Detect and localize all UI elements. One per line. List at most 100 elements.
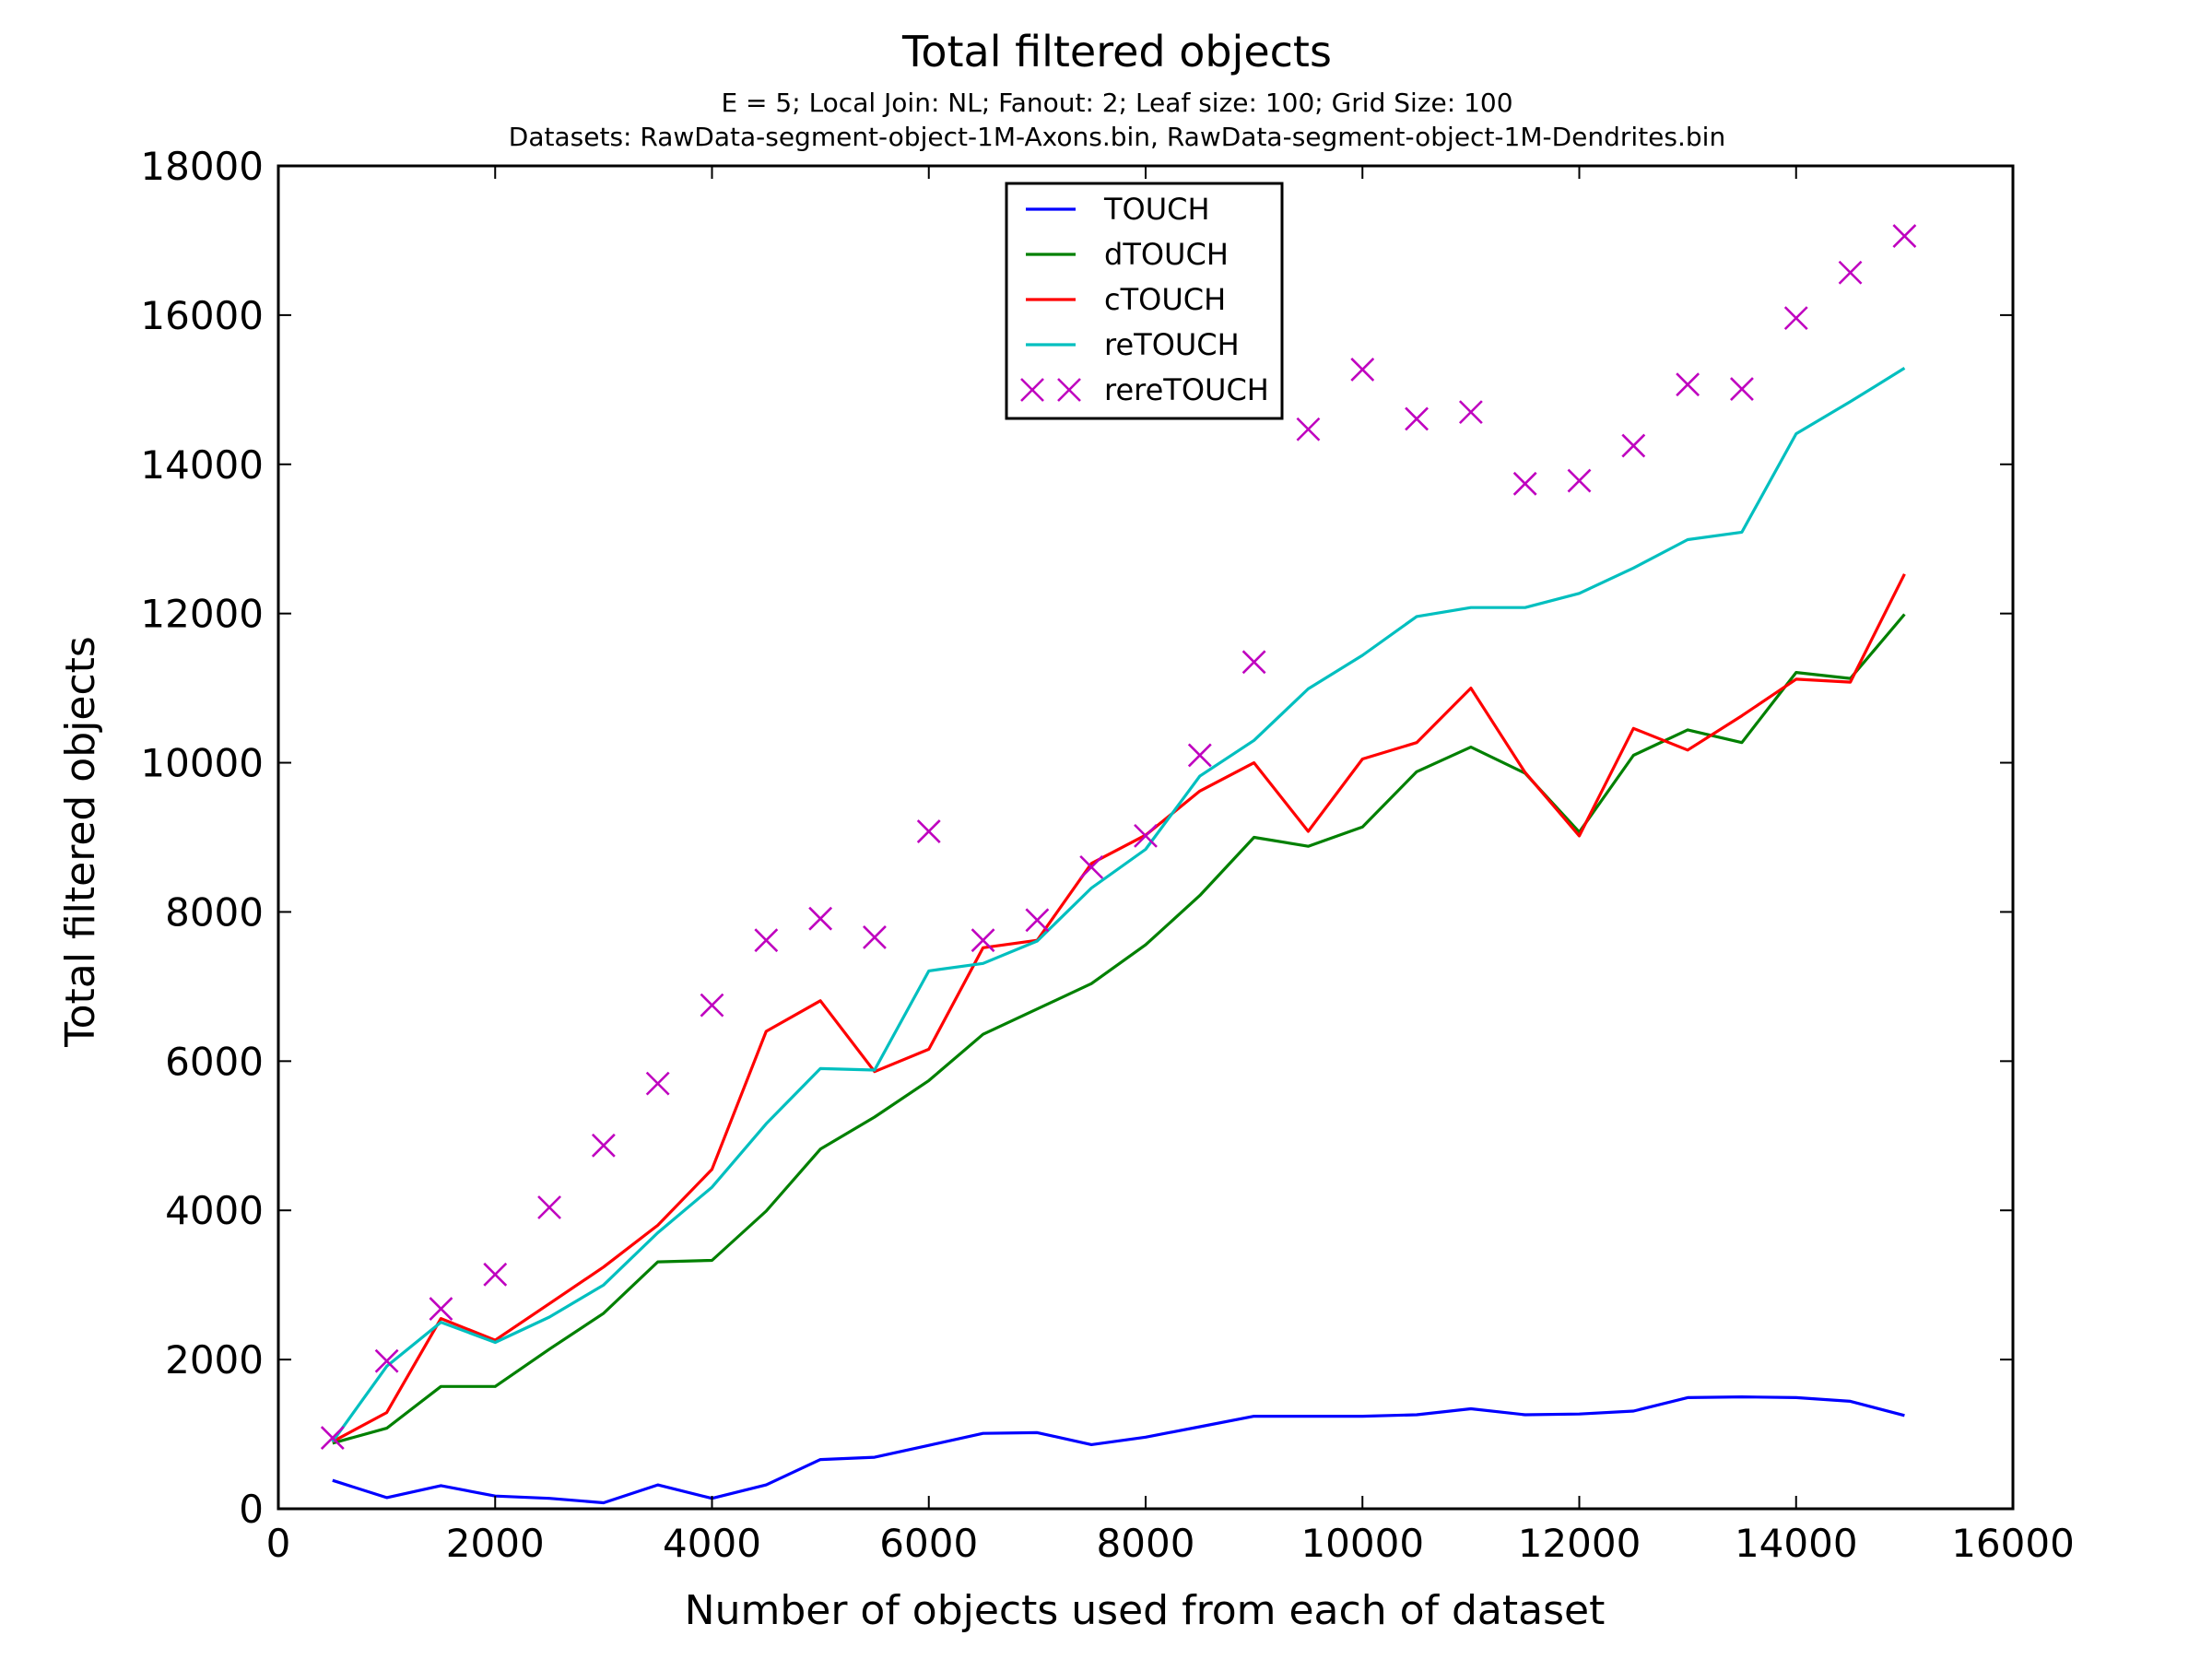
- data-point-reretouch-9-stroke-b: [808, 906, 833, 931]
- y-tick-label: 12000: [140, 592, 264, 637]
- y-tick-label: 18000: [140, 144, 264, 189]
- data-point-reretouch-3: [483, 1262, 508, 1287]
- y-tick-label: 10000: [140, 741, 264, 786]
- data-point-reretouch-27-stroke-b: [1783, 306, 1808, 331]
- data-point-reretouch-18-stroke-b: [1296, 417, 1321, 441]
- legend-label-ctouch: cTOUCH: [1104, 282, 1226, 317]
- data-point-reretouch-23: [1567, 468, 1592, 493]
- data-point-reretouch-6: [645, 1071, 670, 1096]
- x-tick-label: 10000: [1300, 1521, 1424, 1566]
- data-point-reretouch-20-stroke-b: [1405, 406, 1429, 431]
- chart-title: Total filtered objects: [901, 27, 1332, 76]
- x-tick-label: 2000: [446, 1521, 545, 1566]
- legend-marker-a-reretouch-stroke-b: [1020, 378, 1044, 402]
- data-point-reretouch-23-stroke-b: [1567, 468, 1592, 493]
- chart-subtitle-line-2: Datasets: RawData-segment-object-1M-Axon…: [509, 122, 1725, 152]
- data-point-reretouch-12-stroke-b: [971, 928, 995, 953]
- data-point-reretouch-8: [754, 928, 779, 953]
- data-point-reretouch-4: [537, 1195, 561, 1219]
- x-tick-label: 6000: [879, 1521, 978, 1566]
- data-point-reretouch-24-stroke-b: [1621, 433, 1646, 458]
- legend-item-dtouch: dTOUCH: [1026, 237, 1229, 272]
- chart-subtitle-line-1: E = 5; Local Join: NL; Fanout: 2; Leaf s…: [721, 88, 1512, 118]
- data-point-reretouch-4-stroke-b: [537, 1195, 561, 1219]
- legend-marker-b-reretouch: [1057, 378, 1081, 402]
- data-point-reretouch-14: [1079, 854, 1104, 879]
- data-point-reretouch-21: [1458, 400, 1483, 425]
- data-point-reretouch-28: [1838, 260, 1863, 285]
- data-point-reretouch-15: [1134, 823, 1158, 848]
- y-tick-label: 2000: [165, 1337, 264, 1382]
- data-point-reretouch-16-stroke-b: [1187, 743, 1212, 768]
- x-tick-label: 4000: [663, 1521, 761, 1566]
- data-point-reretouch-21-stroke-b: [1458, 400, 1483, 425]
- series-line-touch: [332, 1394, 1905, 1505]
- data-point-reretouch-25-stroke-b: [1676, 372, 1700, 397]
- data-point-reretouch-8-stroke-b: [754, 928, 779, 953]
- series-markers-reretouch: [320, 224, 1917, 1451]
- series-line-retouch: [331, 367, 1906, 1443]
- data-point-reretouch-0-stroke-b: [320, 1426, 345, 1451]
- data-point-reretouch-26: [1730, 377, 1754, 401]
- y-tick-label: 0: [239, 1487, 264, 1532]
- legend-item-ctouch: cTOUCH: [1026, 282, 1226, 317]
- y-axis-label: Total filtered objects: [57, 636, 104, 1048]
- y-tick-label: 6000: [165, 1039, 264, 1084]
- legend-item-reretouch: rereTOUCH: [1020, 372, 1269, 407]
- legend-label-dtouch: dTOUCH: [1104, 237, 1229, 272]
- y-tick-label: 8000: [165, 889, 264, 935]
- data-point-reretouch-19: [1350, 358, 1375, 382]
- legend: TOUCH dTOUCH cTOUCH reTOUCH rereTOUCH: [1005, 182, 1284, 420]
- legend-item-retouch: reTOUCH: [1026, 327, 1240, 362]
- data-point-reretouch-14-stroke-b: [1079, 854, 1104, 879]
- legend-item-touch: TOUCH: [1026, 192, 1210, 227]
- data-point-reretouch-17: [1241, 650, 1266, 675]
- y-tick-label: 14000: [140, 442, 264, 488]
- data-point-reretouch-2: [429, 1297, 453, 1321]
- data-point-reretouch-20: [1405, 406, 1429, 431]
- series-line-ctouch: [332, 573, 1906, 1443]
- y-tick-label: 16000: [140, 293, 264, 338]
- legend-marker-b-reretouch-stroke-b: [1057, 378, 1081, 402]
- series-line-dtouch: [332, 613, 1906, 1445]
- data-point-reretouch-2-stroke-b: [429, 1297, 453, 1321]
- data-point-reretouch-10-stroke-b: [863, 925, 887, 949]
- data-point-reretouch-29: [1892, 224, 1917, 249]
- data-point-reretouch-11: [916, 819, 941, 843]
- data-point-reretouch-9: [808, 906, 833, 931]
- legend-label-touch: TOUCH: [1103, 192, 1210, 227]
- data-point-reretouch-11-stroke-b: [916, 819, 941, 843]
- data-point-reretouch-29-stroke-b: [1892, 224, 1917, 249]
- x-tick-label: 16000: [1951, 1521, 2075, 1566]
- data-point-reretouch-7: [700, 993, 724, 1018]
- data-point-reretouch-18: [1296, 417, 1321, 441]
- data-point-reretouch-3-stroke-b: [483, 1262, 508, 1287]
- data-point-reretouch-13-stroke-b: [1025, 908, 1050, 933]
- data-point-reretouch-6-stroke-b: [645, 1071, 670, 1096]
- data-point-reretouch-5-stroke-b: [591, 1133, 616, 1158]
- data-point-reretouch-28-stroke-b: [1838, 260, 1863, 285]
- data-point-reretouch-22: [1512, 471, 1537, 496]
- data-point-reretouch-0: [320, 1426, 345, 1451]
- plot-area: [320, 224, 1917, 1505]
- data-point-reretouch-25: [1676, 372, 1700, 397]
- data-point-reretouch-5: [591, 1133, 616, 1158]
- x-tick-label: 8000: [1097, 1521, 1195, 1566]
- data-point-reretouch-22-stroke-b: [1512, 471, 1537, 496]
- data-point-reretouch-7-stroke-b: [700, 993, 724, 1018]
- data-point-reretouch-27: [1783, 306, 1808, 331]
- x-axis-label: Number of objects used from each of data…: [685, 1587, 1606, 1634]
- data-point-reretouch-13: [1025, 908, 1050, 933]
- data-point-reretouch-15-stroke-b: [1134, 823, 1158, 848]
- data-point-reretouch-16: [1187, 743, 1212, 768]
- x-tick-label: 0: [266, 1521, 291, 1566]
- legend-marker-a-reretouch: [1020, 378, 1044, 402]
- data-point-reretouch-10: [863, 925, 887, 949]
- data-point-reretouch-24: [1621, 433, 1646, 458]
- data-point-reretouch-1-stroke-b: [374, 1348, 399, 1373]
- x-tick-label: 12000: [1518, 1521, 1641, 1566]
- axes: 0 2000 4000 6000 8000 10000 12000 14000 16000 0 20…: [140, 144, 2074, 1566]
- legend-label-retouch: reTOUCH: [1104, 327, 1240, 362]
- data-point-reretouch-12: [971, 928, 995, 953]
